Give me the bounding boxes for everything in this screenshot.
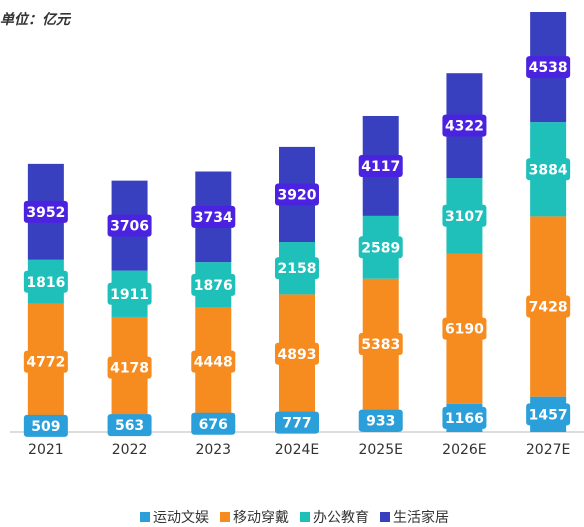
value-label-box — [191, 205, 236, 228]
value-label: 676 — [199, 417, 228, 433]
value-label-box — [442, 114, 487, 137]
legend-label: 移动穿戴 — [233, 510, 289, 526]
value-label: 3952 — [26, 205, 65, 221]
legend-label: 办公教育 — [313, 510, 369, 526]
value-label: 2589 — [361, 240, 400, 256]
value-label: 1816 — [26, 275, 65, 291]
value-label: 1166 — [445, 411, 484, 427]
value-label-box — [23, 270, 68, 293]
value-label-box — [526, 403, 571, 426]
legend-swatch — [220, 512, 230, 522]
legend-swatch — [300, 512, 310, 522]
legend-label: 运动文娱 — [153, 510, 209, 526]
value-label: 1911 — [110, 287, 149, 303]
value-label-box — [526, 56, 571, 79]
value-label-box — [358, 409, 403, 432]
value-label: 7428 — [529, 300, 568, 316]
value-label-box — [358, 236, 403, 259]
value-label-box — [23, 200, 68, 223]
unit-label: 单位：亿元 — [0, 11, 72, 28]
value-label: 2158 — [278, 261, 317, 277]
value-label-box — [23, 350, 68, 373]
value-label: 3920 — [278, 187, 317, 203]
value-label: 777 — [282, 416, 311, 432]
value-label: 933 — [366, 414, 395, 430]
value-label-box — [442, 204, 487, 227]
value-label-box — [442, 406, 487, 429]
x-tick-label: 2025E — [358, 442, 402, 458]
x-tick-label: 2023 — [195, 442, 231, 458]
value-label: 4538 — [529, 60, 568, 76]
value-label: 3734 — [194, 210, 233, 226]
value-label-box — [358, 154, 403, 177]
x-tick-label: 2024E — [275, 442, 319, 458]
x-tick-label: 2022 — [112, 442, 148, 458]
value-label: 4322 — [445, 119, 484, 135]
value-label-box — [526, 295, 571, 318]
value-label: 4772 — [26, 355, 65, 371]
value-label: 4448 — [194, 355, 233, 371]
value-label-box — [23, 414, 68, 437]
legend-swatch — [380, 512, 390, 522]
value-label: 3884 — [529, 162, 568, 178]
value-label-box — [107, 282, 152, 305]
value-label: 4893 — [278, 347, 317, 363]
legend-label: 生活家居 — [393, 509, 449, 526]
value-label-box — [107, 214, 152, 237]
value-label-box — [191, 350, 236, 373]
x-tick-label: 2021 — [28, 442, 64, 458]
value-label-box — [191, 412, 236, 435]
value-label-box — [358, 333, 403, 356]
value-label-box — [275, 342, 319, 365]
value-label: 563 — [115, 418, 144, 434]
value-label: 3107 — [445, 209, 484, 225]
value-label-box — [107, 414, 152, 437]
value-label: 3706 — [110, 219, 149, 235]
value-label: 6190 — [445, 322, 484, 338]
value-label: 4178 — [110, 361, 149, 377]
value-label-box — [107, 356, 152, 379]
value-label-box — [191, 273, 236, 296]
value-label-box — [275, 183, 319, 206]
x-tick-label: 2027E — [526, 442, 570, 458]
value-label: 4117 — [361, 159, 400, 175]
value-label-box — [442, 317, 487, 340]
x-tick-label: 2026E — [442, 442, 486, 458]
value-label: 1876 — [194, 278, 233, 294]
value-label: 1457 — [529, 407, 568, 423]
value-label-box — [275, 257, 319, 280]
value-label: 5383 — [361, 337, 400, 353]
value-label: 509 — [31, 419, 60, 435]
value-label-box — [526, 158, 571, 181]
legend-swatch — [140, 512, 150, 522]
value-label-box — [275, 411, 319, 434]
